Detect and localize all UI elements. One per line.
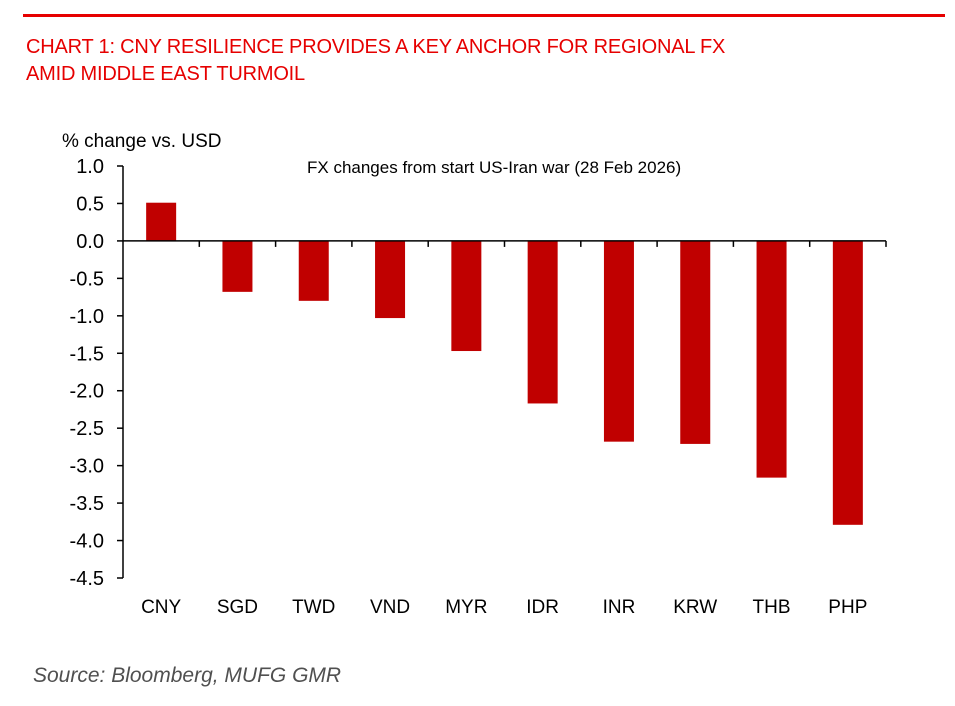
- title-line-2: AMID MIDDLE EAST TURMOIL: [26, 63, 305, 85]
- y-tick-label: 1.0: [76, 156, 104, 178]
- y-tick-label: 0.0: [76, 231, 104, 253]
- bar-krw: [680, 240, 711, 444]
- x-tick-label: MYR: [445, 597, 487, 618]
- bar-idr: [527, 240, 558, 404]
- chart-title-heading: CHART 1: CNY RESILIENCE PROVIDES A KEY A…: [26, 34, 926, 88]
- y-tick-label: -1.5: [70, 343, 104, 365]
- bar-vnd: [375, 240, 406, 319]
- x-tick-label: INR: [603, 597, 636, 618]
- y-tick-label: -2.0: [70, 381, 104, 403]
- top-rule: [23, 14, 945, 17]
- bar-cny: [146, 202, 177, 241]
- bar-php: [832, 240, 863, 525]
- x-tick-label: PHP: [828, 597, 867, 618]
- x-tick-label: KRW: [673, 597, 717, 618]
- bar-twd: [298, 240, 329, 301]
- x-tick-label: TWD: [292, 597, 335, 618]
- y-tick-label: -3.0: [70, 456, 104, 478]
- bar-thb: [756, 240, 787, 478]
- bar-sgd: [222, 240, 253, 292]
- x-tick-label: CNY: [141, 597, 181, 618]
- x-tick-label: SGD: [217, 597, 258, 618]
- y-tick-label: -2.5: [70, 418, 104, 440]
- x-tick-label: VND: [370, 597, 410, 618]
- title-line-1: CHART 1: CNY RESILIENCE PROVIDES A KEY A…: [26, 36, 726, 58]
- bar-myr: [451, 240, 482, 352]
- y-tick-label: -3.5: [70, 493, 104, 515]
- y-tick-label: -4.0: [70, 531, 104, 553]
- y-tick-label: 0.5: [76, 193, 104, 215]
- y-tick-label: -1.0: [70, 306, 104, 328]
- source-note: Source: Bloomberg, MUFG GMR: [33, 664, 342, 687]
- y-tick-label: -0.5: [70, 268, 104, 290]
- y-tick-label: -4.5: [70, 568, 104, 590]
- bar-inr: [603, 240, 634, 442]
- y-axis-label: % change vs. USD: [62, 131, 221, 152]
- chart-subtitle: FX changes from start US-Iran war (28 Fe…: [307, 158, 681, 177]
- x-tick-label: IDR: [526, 597, 559, 618]
- x-tick-label: THB: [753, 597, 791, 618]
